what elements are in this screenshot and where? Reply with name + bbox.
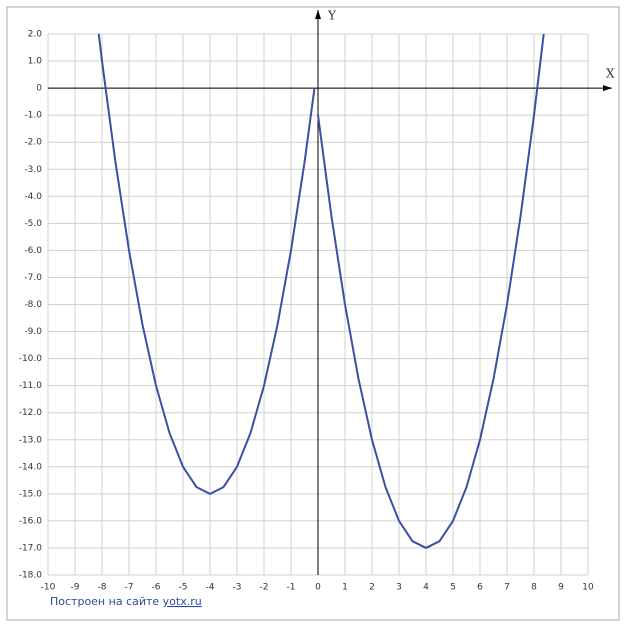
y-axis-label: Y [327, 9, 337, 23]
y-tick-label: 1.0 [28, 57, 43, 67]
y-tick-label: -12.0 [19, 408, 43, 418]
x-tick-label: 0 [315, 583, 321, 593]
footer-link[interactable]: yotx.ru [163, 595, 202, 608]
y-tick-label: -4.0 [24, 192, 42, 202]
x-axis-label: X [606, 67, 615, 81]
y-tick-label: -17.0 [19, 543, 43, 553]
y-tick-label: 0 [36, 84, 42, 94]
x-tick-label: 10 [582, 583, 594, 593]
y-tick-label: -3.0 [24, 165, 42, 175]
y-tick-label: -8.0 [24, 300, 42, 310]
y-tick-label: -16.0 [19, 516, 43, 526]
y-axis-arrow [315, 10, 321, 19]
y-tick-label: -9.0 [24, 327, 42, 337]
x-tick-label: 4 [423, 583, 429, 593]
x-tick-label: -5 [179, 583, 188, 593]
x-tick-label: -1 [287, 583, 296, 593]
curve [317, 34, 545, 550]
y-tick-label: -6.0 [24, 246, 42, 256]
x-tick-label: -3 [233, 583, 242, 593]
x-tick-label: -2 [260, 583, 269, 593]
x-tick-label: -10 [41, 583, 56, 593]
x-tick-label: 6 [477, 583, 483, 593]
curve [97, 34, 316, 495]
x-tick-label: 2 [369, 583, 375, 593]
x-tick-label: 9 [558, 583, 564, 593]
y-tick-label: -11.0 [19, 381, 43, 391]
y-tick-label: -14.0 [19, 462, 43, 472]
y-tick-label: -7.0 [24, 273, 42, 283]
x-tick-label: 7 [504, 583, 510, 593]
y-tick-label: 2.0 [28, 30, 43, 40]
y-tick-label: -18.0 [19, 571, 43, 581]
y-tick-label: -13.0 [19, 435, 43, 445]
y-tick-label: -1.0 [24, 111, 42, 121]
x-axis-arrow [603, 85, 612, 92]
x-tick-label: -6 [152, 583, 161, 593]
y-tick-label: -2.0 [24, 138, 42, 148]
x-tick-label: 3 [396, 583, 402, 593]
x-tick-label: 8 [531, 583, 537, 593]
x-tick-label: 1 [342, 583, 348, 593]
x-tick-label: -9 [71, 583, 80, 593]
footer-text: Построен на сайте [50, 595, 163, 608]
x-tick-label: -4 [206, 583, 215, 593]
x-tick-label: -7 [125, 583, 134, 593]
x-tick-label: 5 [450, 583, 456, 593]
y-tick-label: -5.0 [24, 219, 42, 229]
y-tick-label: -10.0 [19, 354, 43, 364]
x-tick-label: -8 [98, 583, 107, 593]
footer: Построен на сайте yotx.ru [50, 595, 202, 608]
y-tick-label: -15.0 [19, 489, 43, 499]
